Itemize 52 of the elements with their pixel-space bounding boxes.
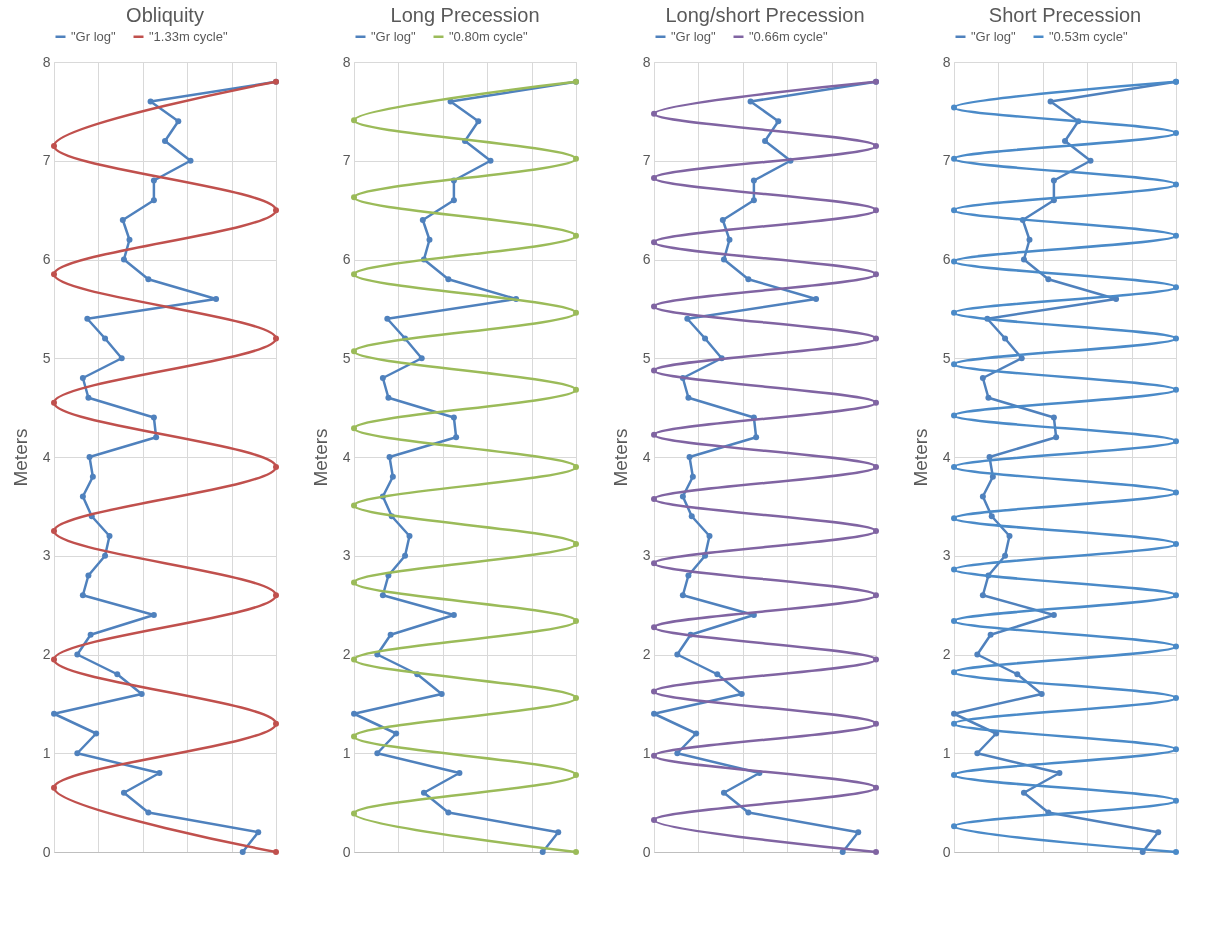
y-axis-title: Meters bbox=[309, 428, 331, 487]
legend-label: "Gr log" bbox=[971, 28, 1017, 44]
legend-label: "0.80m cycle" bbox=[449, 28, 528, 44]
y-tick-label: 0 bbox=[342, 843, 351, 860]
y-tick-label: 0 bbox=[642, 843, 651, 860]
y-axis-title: Meters bbox=[609, 428, 631, 487]
y-tick-label: 3 bbox=[42, 547, 51, 564]
y-tick-label: 6 bbox=[942, 251, 951, 267]
y-tick-label: 7 bbox=[42, 152, 51, 169]
y-tick-label: 7 bbox=[342, 152, 351, 169]
chart-title: Long Precession bbox=[390, 4, 540, 26]
y-tick-label: 2 bbox=[942, 646, 951, 662]
legend-label: "Gr log" bbox=[371, 28, 417, 44]
chart-title: Long/short Precession bbox=[665, 4, 865, 26]
y-tick-label: 5 bbox=[342, 349, 351, 366]
y-tick-label: 7 bbox=[642, 152, 651, 169]
y-tick-label: 4 bbox=[642, 448, 651, 465]
y-tick-label: 0 bbox=[942, 843, 951, 860]
y-tick-label: 1 bbox=[42, 744, 51, 761]
y-tick-label: 4 bbox=[42, 448, 51, 465]
chart-title: Obliquity bbox=[126, 4, 204, 26]
legend-label: "1.33m cycle" bbox=[149, 28, 228, 44]
legend-label: "Gr log" bbox=[71, 28, 117, 44]
y-tick-label: 1 bbox=[342, 744, 351, 761]
y-tick-label: 1 bbox=[642, 744, 651, 761]
legend-label: "Gr log" bbox=[671, 28, 717, 44]
y-tick-label: 1 bbox=[942, 744, 951, 761]
legend-label: "0.66m cycle" bbox=[749, 28, 828, 44]
y-tick-label: 3 bbox=[642, 547, 651, 564]
y-tick-label: 8 bbox=[642, 53, 651, 70]
y-tick-label: 0 bbox=[42, 843, 51, 860]
y-tick-label: 6 bbox=[342, 251, 351, 267]
y-tick-label: 4 bbox=[342, 448, 351, 465]
y-tick-label: 8 bbox=[942, 53, 951, 70]
y-tick-label: 5 bbox=[942, 349, 951, 366]
legend-label: "0.53m cycle" bbox=[1049, 28, 1128, 44]
y-tick-label: 2 bbox=[42, 646, 51, 662]
y-axis-title: Meters bbox=[909, 428, 931, 487]
chart-title: Short Precession bbox=[988, 4, 1142, 26]
y-tick-label: 7 bbox=[942, 152, 951, 169]
y-tick-label: 6 bbox=[642, 251, 651, 267]
y-tick-label: 5 bbox=[42, 349, 51, 366]
y-axis-title: Meters bbox=[9, 428, 31, 487]
y-tick-label: 8 bbox=[42, 53, 51, 70]
y-tick-label: 2 bbox=[642, 646, 651, 662]
y-tick-label: 4 bbox=[942, 448, 951, 465]
y-tick-label: 3 bbox=[342, 547, 351, 564]
y-tick-label: 6 bbox=[42, 251, 51, 267]
y-tick-label: 2 bbox=[342, 646, 351, 662]
y-tick-label: 5 bbox=[642, 349, 651, 366]
y-tick-label: 8 bbox=[342, 53, 351, 70]
y-tick-label: 3 bbox=[942, 547, 951, 564]
